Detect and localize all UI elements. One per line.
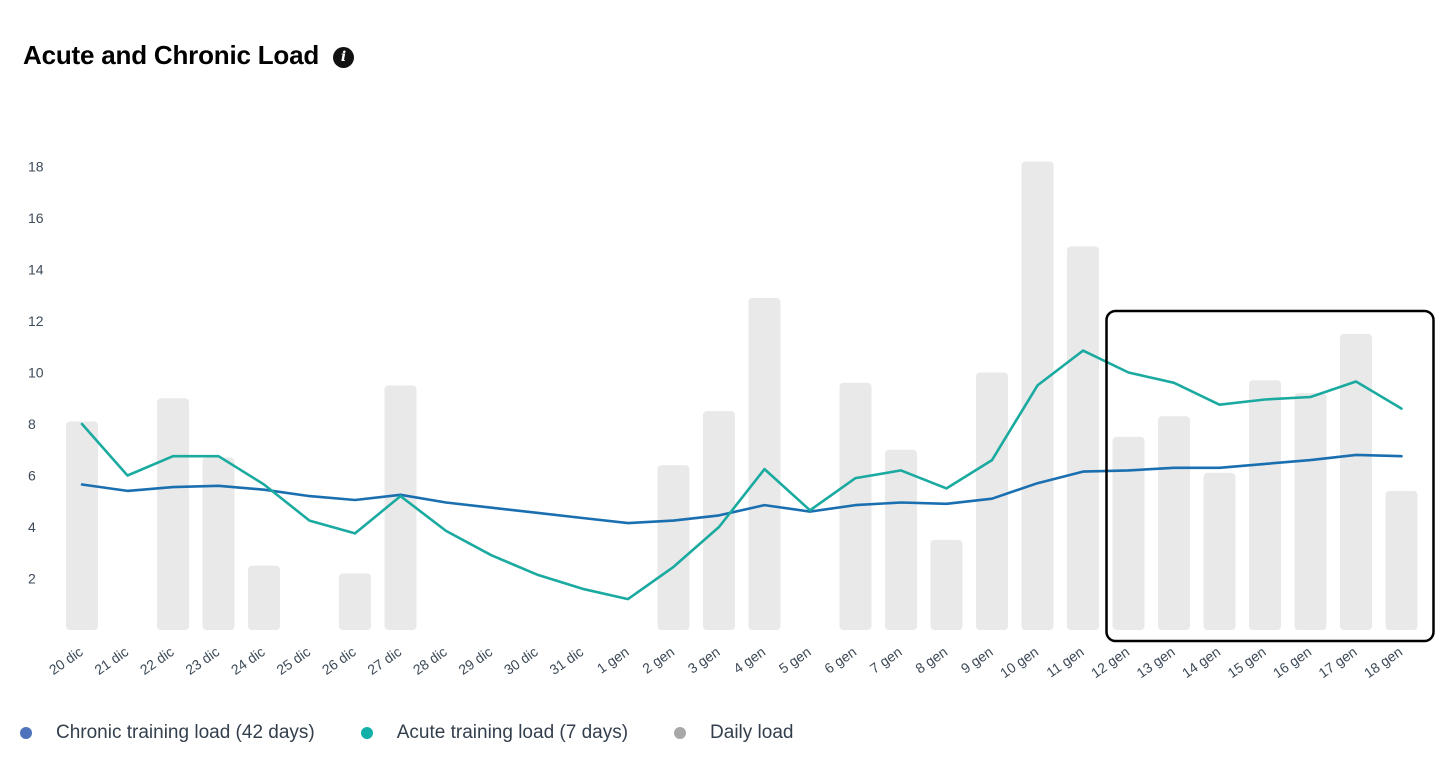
legend-dot-daily [674,727,687,739]
x-tick-label: 28 dic [410,643,450,678]
daily-load-bar[interactable] [885,449,917,630]
daily-load-bar[interactable] [1112,436,1145,630]
legend-item-daily[interactable]: Daily load [674,722,793,744]
daily-load-bar[interactable] [202,457,235,630]
x-tick-label: 26 dic [319,643,359,678]
y-tick-label: 10 [28,365,44,381]
y-tick-label: 14 [28,262,44,278]
x-tick-label: 5 gen [776,643,814,676]
y-tick-label: 6 [28,468,36,484]
daily-load-bar[interactable] [1021,161,1054,630]
chronic-load-line [80,453,1403,525]
daily-load-bar[interactable] [1340,333,1372,630]
daily-load-bar[interactable] [703,411,735,630]
y-tick-label: 16 [28,210,44,226]
legend-item-chronic[interactable]: Chronic training load (42 days) [20,722,315,744]
chart-legend: Chronic training load (42 days) Acute tr… [20,722,839,744]
x-tick-label: 15 gen [1224,643,1268,681]
x-tick-label: 22 dic [137,643,177,678]
daily-load-bar[interactable] [930,539,963,630]
x-tick-label: 12 gen [1088,643,1132,681]
daily-load-bar[interactable] [657,465,690,630]
legend-label-acute: Acute training load (7 days) [396,722,629,743]
info-icon[interactable]: i [333,46,355,68]
daily-load-bar[interactable] [1158,416,1190,630]
chart-title: Acute and Chronic Load [23,40,320,70]
daily-load-bar[interactable] [1203,472,1236,630]
highlight-box [1105,309,1435,643]
x-tick-label: 7 gen [867,643,905,676]
y-tick-label: 4 [28,519,36,535]
chart-header: Acute and Chronic Load i [23,40,355,71]
daily-load-bar[interactable] [339,573,371,630]
y-tick-label: 2 [28,571,36,587]
x-axis-ticks: 20 dic 21 dic 22 dic 23 dic 24 dic 25 dic 26 d… [46,643,1405,681]
daily-load-bar[interactable] [1294,393,1327,630]
x-tick-label: 24 dic [228,643,268,678]
x-tick-label: 13 gen [1133,643,1177,681]
x-tick-label: 14 gen [1179,643,1223,681]
daily-load-bar[interactable] [1067,246,1099,630]
x-tick-label: 2 gen [639,643,677,676]
x-tick-label: 10 gen [997,643,1041,681]
x-tick-label: 3 gen [685,643,723,676]
acute-load-line [80,349,1403,601]
daily-load-bar[interactable] [384,385,417,630]
legend-dot-acute [360,727,373,739]
x-tick-label: 27 dic [364,643,404,678]
daily-load-bar[interactable] [1385,490,1418,630]
x-tick-label: 8 gen [912,643,950,676]
x-tick-label: 16 gen [1270,643,1314,681]
legend-label-daily: Daily load [710,722,794,743]
daily-load-bar[interactable] [748,297,781,630]
y-tick-label: 12 [28,313,44,329]
daily-load-bar[interactable] [66,421,98,630]
y-tick-label: 18 [28,159,44,175]
x-tick-label: 25 dic [273,643,313,678]
x-tick-label: 29 dic [455,643,495,678]
legend-label-chronic: Chronic training load (42 days) [56,722,315,743]
y-tick-label: 8 [28,416,36,432]
x-tick-label: 6 gen [821,643,859,676]
legend-dot-chronic [20,727,32,739]
y-axis-ticks: 2 4 6 8 10 12 14 16 18 [28,159,44,587]
daily-load-bar[interactable] [248,565,280,630]
x-tick-label: 23 dic [182,643,222,678]
x-tick-label: 31 dic [546,643,586,678]
daily-load-bar[interactable] [976,372,1008,631]
daily-load-bar[interactable] [157,398,189,630]
daily-load-bar[interactable] [1249,380,1281,630]
x-tick-label: 1 gen [594,643,632,676]
x-tick-label: 21 dic [91,643,131,678]
x-tick-label: 4 gen [730,643,768,676]
x-tick-label: 30 dic [501,643,541,678]
legend-item-acute[interactable]: Acute training load (7 days) [360,722,629,744]
x-tick-label: 9 gen [958,643,996,676]
daily-load-bars [66,161,1418,630]
x-tick-label: 20 dic [46,643,86,678]
x-tick-label: 17 gen [1315,643,1359,681]
x-tick-label: 18 gen [1361,643,1405,681]
x-tick-label: 11 gen [1043,643,1086,680]
